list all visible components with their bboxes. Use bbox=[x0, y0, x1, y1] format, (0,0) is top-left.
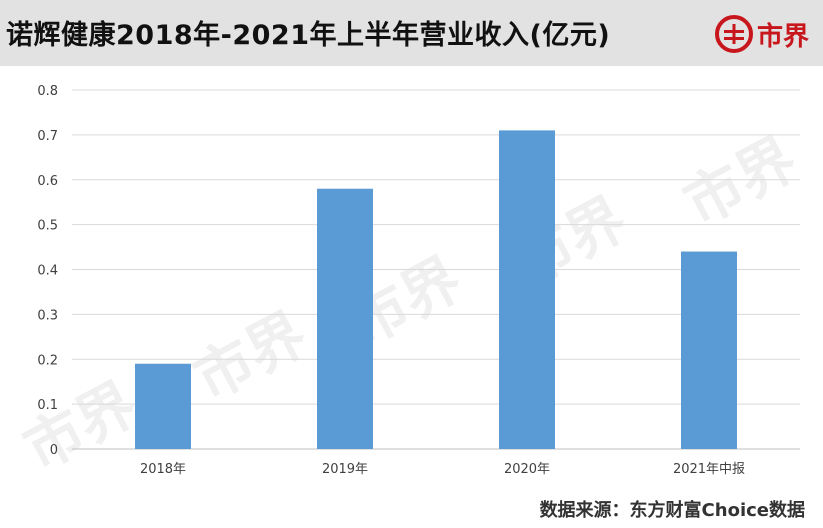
y-tick-label: 0.8 bbox=[37, 84, 58, 99]
x-tick-label: 2019年 bbox=[322, 462, 368, 477]
y-tick-label: 0.2 bbox=[37, 353, 58, 368]
bar bbox=[681, 251, 737, 449]
brand: 市界 bbox=[714, 14, 809, 54]
y-tick-label: 0.7 bbox=[37, 129, 58, 144]
data-source: 数据来源：东方财富Choice数据 bbox=[539, 500, 805, 521]
bar bbox=[499, 130, 555, 449]
x-tick-label: 2020年 bbox=[504, 462, 550, 477]
bar-chart: 0 0.1 0.2 0.3 0.4 0.5 0.6 0.7 0.8 2018年 2019年 2020年… bbox=[37, 84, 800, 477]
chart-title: 诺辉健康2018年-2021年上半年营业收入(亿元) bbox=[6, 20, 611, 51]
title-bar: 诺辉健康2018年-2021年上半年营业收入(亿元) 市界 bbox=[0, 0, 823, 66]
brand-name: 市界 bbox=[756, 21, 809, 52]
x-tick-label: 2018年 bbox=[140, 462, 186, 477]
bar bbox=[135, 363, 191, 449]
y-tick-label: 0 bbox=[50, 443, 58, 458]
bar bbox=[317, 188, 373, 449]
y-tick-label: 0.1 bbox=[37, 398, 58, 413]
y-tick-label: 0.3 bbox=[37, 308, 58, 323]
y-tick-label: 0.6 bbox=[37, 174, 58, 189]
x-tick-label: 2021年中报 bbox=[673, 462, 745, 477]
y-tick-label: 0.4 bbox=[37, 264, 58, 279]
y-tick-label: 0.5 bbox=[37, 219, 58, 234]
brand-logo-icon bbox=[714, 15, 753, 53]
